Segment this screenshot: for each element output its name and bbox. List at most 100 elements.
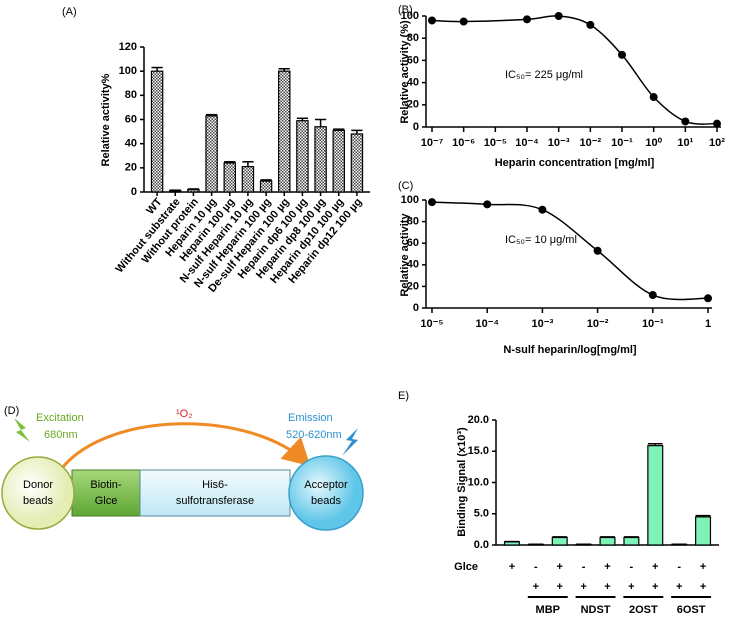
x-tick-label: 10⁻¹ <box>642 318 664 330</box>
y-tick-label: 40 <box>407 259 419 271</box>
y-tick-label: 120 <box>119 41 137 53</box>
data-point <box>428 16 436 25</box>
bar <box>314 126 327 193</box>
condition-sign: + <box>533 581 539 593</box>
bar <box>332 129 345 193</box>
x-tick-label: 10⁻⁷ <box>421 137 444 149</box>
y-tick-label: 60 <box>407 54 419 66</box>
acceptor-label: Acceptor <box>304 479 348 491</box>
x-tick-label: 10⁻³ <box>548 137 570 149</box>
y-tick-label: 80 <box>407 32 419 44</box>
x-tick-label: 10⁻⁴ <box>475 318 498 330</box>
condition-sign: + <box>652 561 658 573</box>
bar <box>575 543 592 546</box>
x-axis-title: N-sulf heparin/log[mg/ml] <box>503 344 637 356</box>
x-tick-label: 10⁻⁶ <box>452 137 475 149</box>
acceptor-bead <box>288 455 364 531</box>
y-axis-title: Relative activity% <box>100 73 112 166</box>
y-tick-label: 0.0 <box>474 539 489 551</box>
y-tick-label: 40 <box>125 138 137 150</box>
x-tick-label: 10⁻⁵ <box>420 318 443 330</box>
panel-label: (B) <box>398 4 413 16</box>
emission-wavelength: 520-620nm <box>286 429 342 441</box>
excitation-wavelength: 680nm <box>44 429 78 441</box>
y-tick-label: 20 <box>407 99 419 111</box>
bar <box>223 162 236 193</box>
condition-sign: - <box>630 561 634 573</box>
y-tick-label: 20 <box>125 162 137 174</box>
bar <box>551 536 568 546</box>
donor-label: Donor <box>23 479 53 491</box>
group-label: 6OST <box>677 604 706 616</box>
y-tick-label: 5.0 <box>474 508 489 520</box>
condition-sign: + <box>700 561 706 573</box>
annotation: IC₅₀= 10 μg/ml <box>505 234 577 246</box>
condition-sign: + <box>604 581 610 593</box>
transfer-arrow <box>60 422 311 469</box>
y-tick-label: 100 <box>401 10 419 22</box>
condition-sign: + <box>557 561 563 573</box>
x-axis-title: Heparin concentration [mg/ml] <box>495 157 655 169</box>
biotin-label: Biotin- <box>90 479 122 491</box>
annotation: IC₅₀= 225 μg/ml <box>505 69 583 81</box>
condition-sign: + <box>700 581 706 593</box>
acceptor-label: beads <box>311 495 341 507</box>
data-point <box>428 198 436 207</box>
group-label: 2OST <box>629 604 658 616</box>
bar <box>259 180 273 193</box>
bar <box>187 188 200 193</box>
y-tick-label: 0 <box>131 186 137 198</box>
bar <box>527 543 544 546</box>
y-tick-label: 60 <box>125 113 137 125</box>
condition-sign: - <box>534 561 538 573</box>
y-tick-label: 20.0 <box>468 414 489 426</box>
condition-sign: - <box>677 561 681 573</box>
bar <box>503 541 520 546</box>
singlet-oxygen: ¹O₂ <box>176 408 193 420</box>
condition-sign: + <box>557 581 563 593</box>
x-tick-label: 1 <box>705 318 711 330</box>
bar <box>695 516 712 546</box>
panel-label: (C) <box>398 180 413 192</box>
fit-curve <box>431 201 709 301</box>
emission-label: Emission <box>288 412 333 424</box>
y-tick-label: 0 <box>413 302 419 314</box>
y-tick-label: 10.0 <box>468 476 489 488</box>
excitation-icon <box>14 418 30 442</box>
biotin-box <box>71 469 141 517</box>
panel-label: (A) <box>62 6 77 18</box>
x-tick-label: 10⁻³ <box>532 318 554 330</box>
bar <box>169 190 182 193</box>
x-tick-label: 10⁻² <box>579 137 601 149</box>
bar <box>205 115 218 193</box>
data-point <box>483 200 492 209</box>
panel-label: E) <box>398 390 409 402</box>
group-label: MBP <box>536 604 560 616</box>
diagram-panel: (D) Excitation 680nm ¹O₂ Emission 520-62… <box>1 405 364 531</box>
y-tick-label: 80 <box>125 89 137 101</box>
enzyme-label: sulfotransferase <box>176 495 254 507</box>
condition-sign: + <box>580 581 586 593</box>
data-point <box>554 12 563 20</box>
y-axis-title: Relative activity (%) <box>399 20 411 124</box>
condition-sign: + <box>604 561 610 573</box>
enzyme-box <box>139 469 291 517</box>
y-axis-title: Binding Signal (x10³) <box>456 427 468 537</box>
bar <box>150 70 164 193</box>
donor-label: beads <box>23 495 53 507</box>
bar <box>241 166 255 193</box>
y-axis-title: Relative activity <box>399 213 411 297</box>
excitation-label: Excitation <box>36 412 84 424</box>
y-tick-label: 100 <box>401 194 419 206</box>
data-point <box>586 20 595 29</box>
condition-sign: - <box>582 561 586 573</box>
x-tick-label: 10⁻¹ <box>611 137 633 149</box>
x-tick-label: 10⁻² <box>587 318 609 330</box>
x-tick-label: 10² <box>709 137 725 149</box>
y-tick-label: 100 <box>119 65 137 77</box>
data-point <box>459 17 468 26</box>
data-point <box>649 93 658 102</box>
y-tick-label: 20 <box>407 280 419 292</box>
data-point <box>593 246 602 255</box>
